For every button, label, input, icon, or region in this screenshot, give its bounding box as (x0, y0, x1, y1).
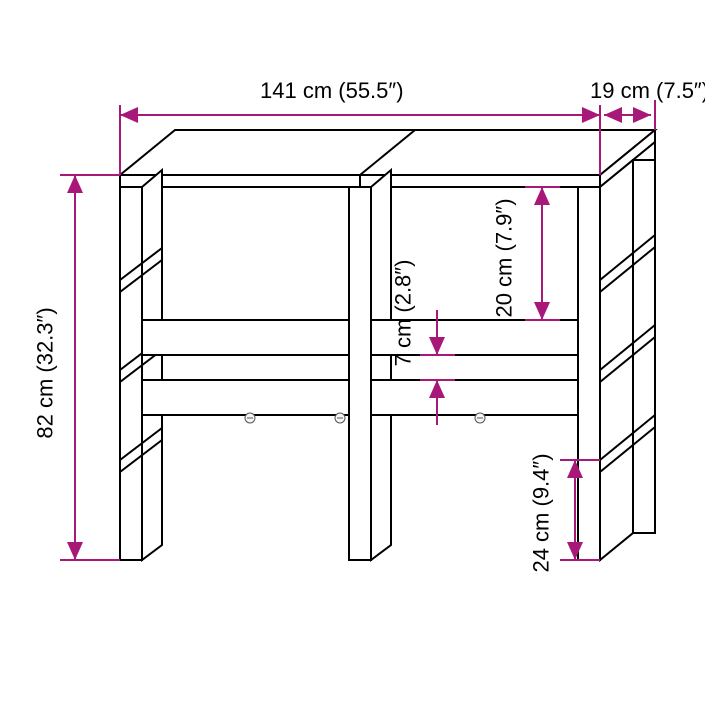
left-post-side (142, 170, 162, 560)
slat2-right (371, 380, 578, 415)
mid-post-side (371, 170, 391, 560)
slat1-left (142, 320, 349, 355)
mid-post (349, 187, 371, 560)
right-post (578, 187, 600, 560)
dim-depth-label: 19 cm (7.5″) (590, 78, 705, 104)
dim-height-label: 82 cm (32.3″) (33, 307, 59, 438)
dimension-diagram: 141 cm (55.5″) 19 cm (7.5″) 82 cm (32.3″… (0, 0, 705, 705)
slat2-left (142, 380, 349, 415)
diagram-svg (0, 0, 705, 705)
dim-topgap-label: 20 cm (7.9″) (492, 198, 518, 317)
dim-leg-label: 24 cm (9.4″) (529, 453, 555, 572)
dim-slatgap-label: 7 cm (2.8″) (390, 260, 416, 367)
dim-width-label: 141 cm (55.5″) (260, 78, 404, 104)
